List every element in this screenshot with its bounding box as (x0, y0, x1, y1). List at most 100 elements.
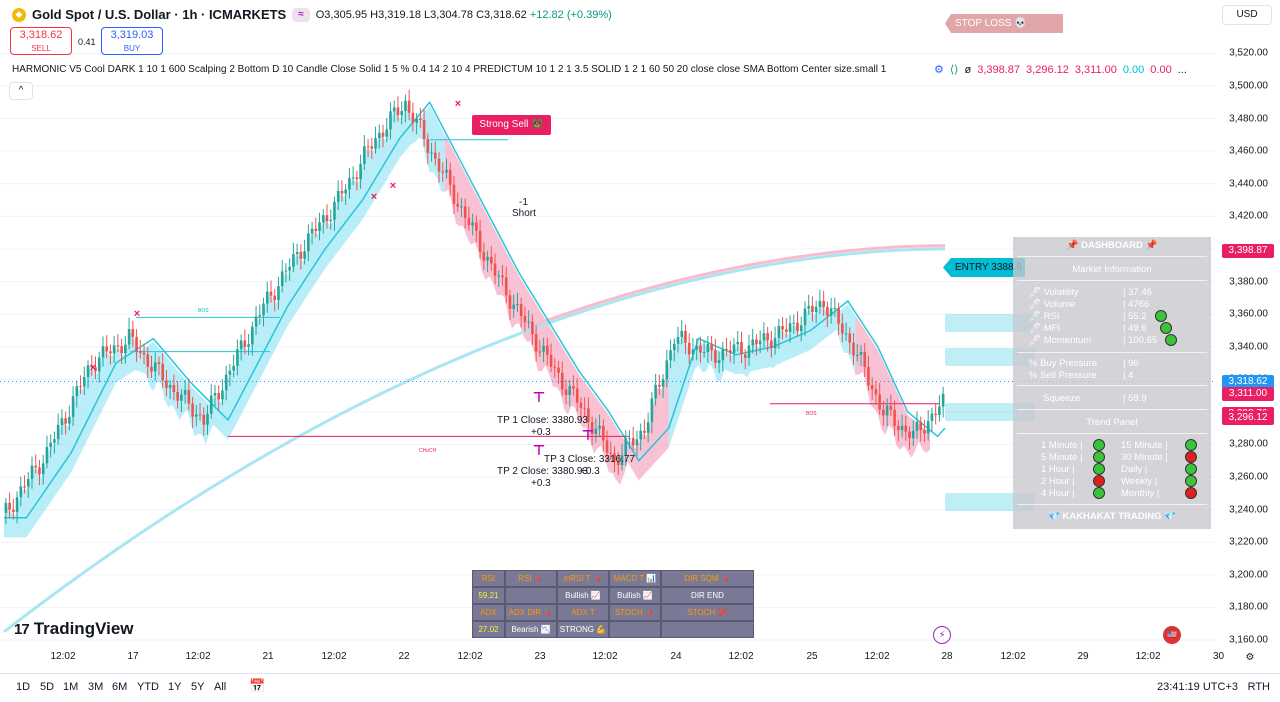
x-tick-label: 30 (1213, 651, 1225, 662)
candle-body (224, 374, 228, 391)
gold-icon: ◆ (12, 7, 26, 22)
timeframe-5d[interactable]: 5D (40, 681, 55, 693)
buy-button[interactable]: 3,319.03 BUY (101, 27, 163, 55)
currency-selector[interactable]: USD (1222, 5, 1272, 25)
bull-cloud (4, 103, 445, 538)
dashboard-divider (1017, 256, 1207, 257)
candle-body (781, 325, 784, 330)
trend-timeframe: Monthly | (1121, 488, 1160, 499)
strong-sell-label: Strong Sell 🐻 (472, 115, 551, 135)
table-cell: Bullish 📈 (557, 587, 609, 604)
symbol-title[interactable]: Gold Spot / U.S. Dollar · 1h · ICMARKETS (32, 7, 287, 22)
timeframe-5y[interactable]: 5Y (191, 681, 205, 693)
candle-body (564, 389, 568, 395)
indicator-legend[interactable]: HARMONIC V5 Cool DARK 1 10 1 600 Scalpin… (12, 64, 887, 75)
candle-body (855, 354, 859, 356)
ohlc-close: C3,318.62 (476, 8, 527, 21)
candle-body (437, 158, 441, 172)
candle-body (377, 132, 381, 139)
candle-body (605, 440, 609, 453)
tp-marker: ⊤ (533, 442, 546, 458)
candle-body (732, 344, 736, 353)
timeframe-3m[interactable]: 3M (88, 681, 104, 693)
candle-body (127, 329, 131, 345)
table-cell: ADX (472, 604, 505, 621)
compare-pill[interactable]: ≈ (292, 7, 310, 22)
candle-body (400, 111, 403, 116)
candle-body (325, 215, 329, 222)
sell-button[interactable]: 3,318.62 SELL (10, 27, 72, 55)
candle-body (243, 340, 247, 347)
y-tick-label: 3,360.00 (1229, 308, 1268, 320)
timeframe-6m[interactable]: 6M (112, 681, 128, 693)
indicator-settings-icon[interactable]: ⚙ (934, 64, 944, 76)
candle-body (64, 418, 67, 424)
flash-icon[interactable]: ⚡ (933, 626, 951, 644)
clock[interactable]: 23:41:19 UTC+3 (1156, 681, 1238, 693)
candle-body (411, 112, 415, 123)
y-tick-label: 3,420.00 (1229, 210, 1268, 222)
table-cell: 59.21 (472, 587, 505, 604)
candle-body (344, 189, 347, 194)
axis-settings-icon[interactable]: ⚙ (1245, 652, 1255, 663)
y-tick-label: 3,240.00 (1229, 504, 1268, 516)
trend-dot (1185, 451, 1197, 463)
candle-body (138, 351, 142, 353)
candle-body (355, 177, 359, 180)
candle-body (86, 365, 90, 378)
dashboard-divider (1017, 504, 1207, 505)
candle-body (303, 251, 306, 259)
price-badge: 3,318.62 (1222, 374, 1274, 389)
timeframe-1d[interactable]: 1D (16, 681, 31, 693)
candle-body (773, 337, 777, 349)
price-axis[interactable]: 3,520.00 3,500.00 3,480.00 3,460.00 3,440.00… (1216, 0, 1280, 665)
timeframe-1y[interactable]: 1Y (168, 681, 182, 693)
timeframe-ytd[interactable]: YTD (137, 681, 159, 693)
short-label: Short (512, 208, 536, 219)
candle-body (743, 354, 747, 358)
tp1-points: +0.3 (531, 427, 551, 438)
session-button[interactable]: RTH (1247, 681, 1270, 693)
symbol-header: ◆ Gold Spot / U.S. Dollar · 1h · ICMARKE… (12, 7, 612, 22)
candle-body (684, 330, 687, 343)
metric-value: | 49.6 (1123, 323, 1147, 334)
candle-body (923, 430, 926, 434)
collapse-legend-button[interactable]: ^ (9, 82, 33, 100)
candle-body (142, 352, 146, 355)
candle-body (799, 325, 803, 332)
candle-body (116, 345, 120, 347)
indicator-more[interactable]: ... (1177, 63, 1187, 76)
date-range-icon[interactable]: 📅 (249, 678, 266, 693)
short-number: -1 (519, 197, 528, 208)
candle-body (430, 152, 433, 154)
candle-body (460, 206, 463, 208)
timeframe-1m[interactable]: 1M (63, 681, 79, 693)
tradingview-logo[interactable]: 17 TradingView (14, 619, 134, 639)
candle-body (191, 403, 194, 417)
sell-pressure-value: | 4 (1123, 370, 1134, 381)
ohlc-open: O3,305.95 (315, 8, 368, 21)
metric-value: | 100.65 (1123, 335, 1158, 346)
candle-body (105, 346, 108, 352)
timeframe-all[interactable]: All (214, 681, 227, 693)
candle-body (307, 233, 310, 252)
table-cell (505, 587, 557, 604)
indicator-source-icon[interactable]: ⟨⟩ (949, 64, 959, 76)
stop-loss-label: STOP LOSS 💀 3538.161 (945, 14, 1063, 33)
tradingview-wordmark: TradingView (33, 619, 134, 638)
candle-body (478, 230, 482, 253)
candle-body (721, 349, 725, 361)
candle-body (489, 256, 493, 264)
indicator-values: ⚙ ⟨⟩ ø 3,398.87 3,296.12 3,311.00 0.00 0… (934, 63, 1187, 77)
candle-body (762, 333, 766, 341)
candle-body (602, 425, 605, 441)
trend-timeframe: 30 Minute | (1121, 452, 1168, 463)
candle-body (183, 389, 187, 395)
candle-body (49, 442, 52, 448)
x-tick-label: 12:02 (321, 651, 347, 662)
dashboard-footer-text: KAKHAKAT TRADING (1062, 511, 1162, 522)
us-flag-icon[interactable]: 🇺🇸 (1163, 626, 1181, 644)
table-cell: DIR SQM 🔺 (661, 570, 754, 587)
candle-body (232, 365, 235, 371)
trend-dot (1093, 463, 1105, 475)
